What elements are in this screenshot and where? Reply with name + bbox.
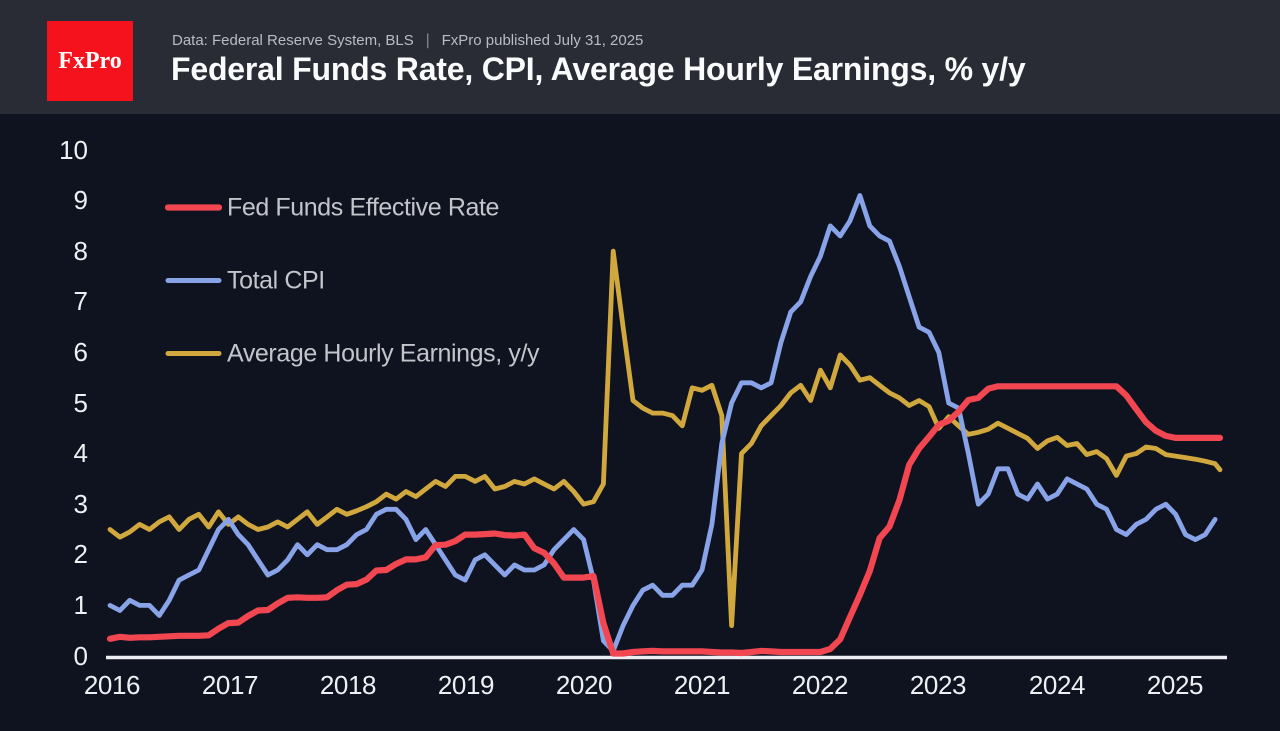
svg-text:2: 2 (74, 539, 88, 569)
svg-text:2021: 2021 (674, 670, 730, 700)
svg-text:9: 9 (74, 185, 88, 215)
svg-text:1: 1 (74, 590, 88, 620)
svg-text:2017: 2017 (202, 670, 258, 700)
svg-text:Average Hourly Earnings, y/y: Average Hourly Earnings, y/y (227, 340, 540, 368)
svg-text:0: 0 (74, 641, 88, 671)
svg-text:2025: 2025 (1147, 670, 1203, 700)
svg-text:2022: 2022 (792, 670, 848, 700)
svg-text:2018: 2018 (320, 670, 376, 700)
svg-text:7: 7 (74, 286, 88, 316)
svg-text:2020: 2020 (556, 670, 612, 700)
svg-text:5: 5 (74, 388, 88, 418)
svg-text:Fed Funds Effective Rate: Fed Funds Effective Rate (227, 194, 499, 222)
svg-text:8: 8 (74, 236, 88, 266)
svg-text:10: 10 (59, 135, 88, 165)
svg-text:Total CPI: Total CPI (227, 267, 325, 295)
svg-text:2024: 2024 (1029, 670, 1085, 700)
svg-text:2019: 2019 (438, 670, 494, 700)
svg-text:4: 4 (74, 438, 88, 468)
svg-text:6: 6 (74, 337, 88, 367)
svg-text:3: 3 (74, 489, 88, 519)
svg-text:2023: 2023 (910, 670, 966, 700)
svg-text:2016: 2016 (84, 670, 140, 700)
